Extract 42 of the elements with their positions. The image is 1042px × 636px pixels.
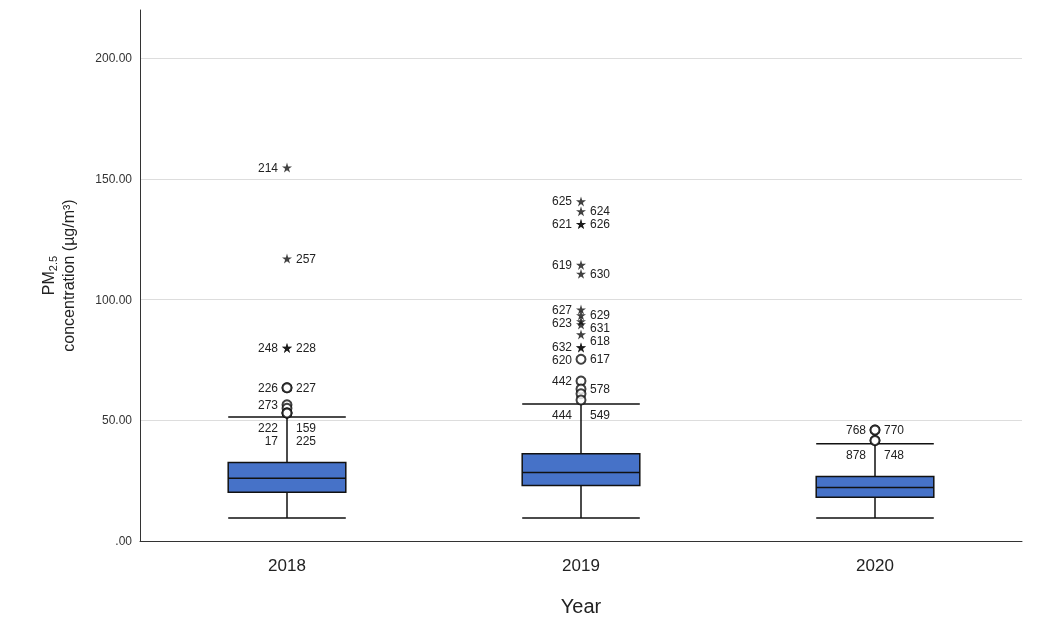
annotation: 444 [551, 407, 573, 422]
x-tick-label: 2020 [856, 556, 894, 575]
annotation: 618 [590, 334, 611, 349]
y-tick-label: 50.00 [101, 413, 133, 428]
annotation: 214 [257, 160, 279, 175]
annotation: 619 [551, 257, 573, 272]
annotation: 626 [590, 217, 611, 232]
annotation: 632 [551, 340, 573, 355]
annotation: 248 [257, 340, 279, 355]
annotation: 225 [296, 433, 317, 448]
annotation: 578 [590, 381, 611, 396]
annotation: 226 [257, 380, 279, 395]
x-tick-label: 2018 [268, 556, 306, 575]
annotation: 878 [845, 447, 867, 462]
annotation: 549 [590, 407, 611, 422]
annotation: 257 [296, 251, 317, 266]
annotation: 17 [264, 433, 279, 448]
annotation: 631 [590, 321, 611, 336]
annotation: 442 [551, 373, 573, 388]
annotation: 273 [257, 397, 279, 412]
annotation: 624 [590, 204, 611, 219]
annotation: 617 [590, 352, 611, 367]
y-tick-label: 200.00 [95, 51, 133, 66]
y-tick-label: .00 [115, 534, 133, 548]
annotation: 629 [590, 308, 611, 323]
annotation: 625 [551, 194, 573, 209]
annotation: 228 [296, 340, 317, 355]
annotation: 768 [845, 422, 867, 437]
annotation: 621 [551, 217, 573, 232]
annotation: 748 [884, 447, 905, 462]
annotation: 770 [884, 422, 905, 437]
annotation: 627 [551, 302, 573, 317]
annotation: 222 [257, 420, 279, 435]
x-tick-label: 2019 [562, 556, 600, 575]
x-axis-title: Year [560, 595, 602, 617]
annotation: 620 [551, 353, 573, 368]
annotation: 227 [296, 380, 317, 395]
annotation: 623 [551, 315, 573, 330]
annotation: 630 [590, 266, 611, 281]
y-tick-label: 100.00 [95, 292, 133, 307]
y-tick-label: 150.00 [95, 171, 133, 186]
annotation: 159 [296, 420, 317, 435]
